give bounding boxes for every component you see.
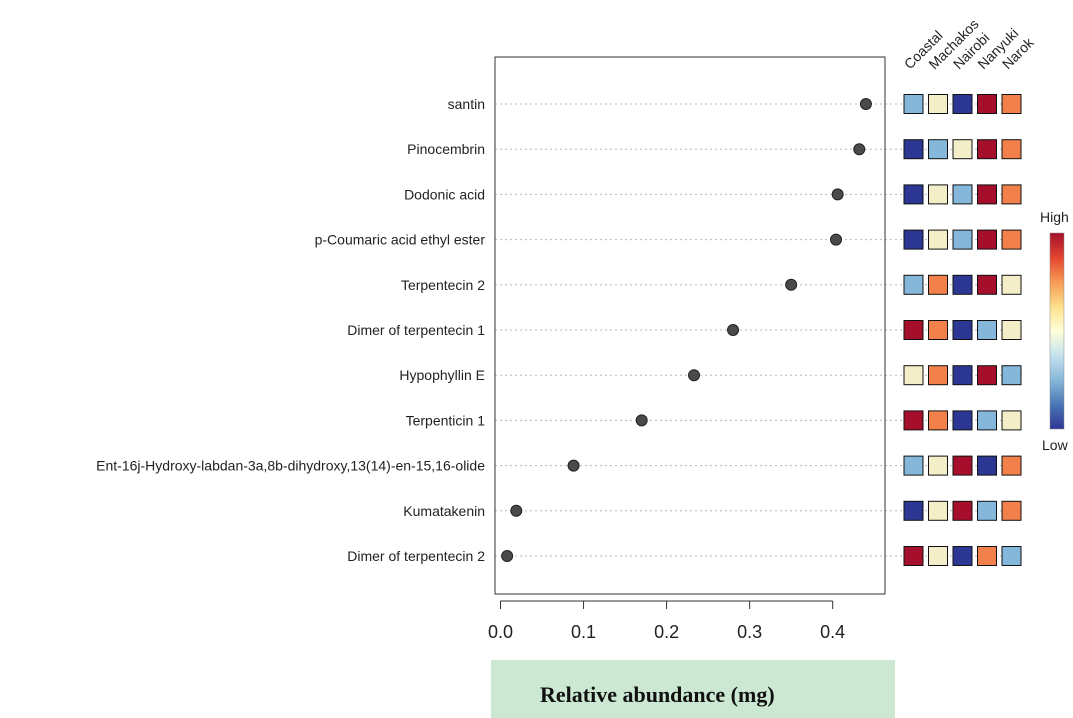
category-label: Kumatakenin [403,503,485,519]
heatmap-cell [952,455,973,476]
heatmap-cell [903,455,924,476]
heatmap-cell [903,410,924,431]
heatmap-cell [928,94,948,114]
heatmap-cell [903,365,924,386]
data-point [635,414,648,427]
color-legend: High Low [1040,209,1069,453]
heatmap-cell [977,184,997,205]
category-label: santin [448,96,485,112]
data-point [727,324,740,336]
heatmap-cell [1001,229,1022,250]
heatmap-cell [977,274,997,295]
category-label: Hypophyllin E [399,367,485,383]
heatmap-cell [1001,320,1022,340]
heatmap-cell [952,94,973,114]
heatmap-cell [952,320,973,340]
category-label: Terpentecin 2 [401,277,485,293]
heatmap-cell [977,365,997,386]
heatmap-cell [977,229,997,250]
heatmap-cell [928,365,948,386]
data-point [853,143,866,156]
heatmap-cell [903,274,924,295]
plot-frame [494,56,886,595]
heatmap-cell [1001,500,1022,521]
heatmap-cell [1001,546,1022,566]
heatmap-cell [928,139,948,160]
heatmap-cell [928,274,948,295]
heatmap-cell [952,410,973,431]
heatmap-cell [952,274,973,295]
x-tick-label: 0.0 [488,622,513,642]
heatmap-cell [928,320,948,340]
category-label: Ent-16j-Hydroxy-labdan-3a,8b-dihydroxy,1… [96,458,485,474]
data-point [830,233,843,246]
data-point [501,550,514,562]
category-labels: santin Pinocembrin Dodonic acid p-Coumaric … [96,96,485,564]
heatmap-cell [952,229,973,250]
heatmap-cell [928,184,948,205]
category-label: Dimer of terpentecin 2 [347,548,485,564]
heatmap-cell [928,500,948,521]
heatmap-cell [1001,184,1022,205]
heatmap-cell [903,500,924,521]
heatmap-cell [928,455,948,476]
x-tick-label: 0.4 [820,622,845,642]
heatmap-cell [952,365,973,386]
x-axis: 0.0 0.1 0.2 0.3 0.4 [488,600,845,642]
x-tick-label: 0.2 [654,622,679,642]
legend-low-label: Low [1042,437,1069,453]
data-point [688,369,701,382]
legend-gradient-bar [1049,232,1065,430]
xlabel-background [491,660,895,718]
heatmap-cell [1001,139,1022,160]
heatmap-cell [928,546,948,566]
heatmap-cell [977,500,997,521]
data-point [567,459,580,472]
heatmap-cell [1001,274,1022,295]
x-tick-label: 0.1 [571,622,596,642]
heatmap-cell [977,139,997,160]
heatmap-cell [903,229,924,250]
heatmap-cell [977,320,997,340]
x-tick-label: 0.3 [737,622,762,642]
heatmap-cell [1001,455,1022,476]
heatmap-cell [928,229,948,250]
category-label: Pinocembrin [407,141,485,157]
heatmap-cell [977,546,997,566]
heatmap-cell [903,320,924,340]
heatmap-cell [952,184,973,205]
heatmap-cell [903,139,924,160]
category-label: Dodonic acid [404,186,485,202]
heatmap-cell [903,184,924,205]
heatmap-cell [1001,365,1022,386]
heatmap-cell [952,546,973,566]
data-point [831,188,844,201]
data-point [859,98,872,110]
heatmap-cell [977,455,997,476]
data-points [501,98,872,562]
data-point [510,504,523,517]
category-label: p-Coumaric acid ethyl ester [315,232,486,248]
heatmap-cell [952,139,973,160]
data-point [785,278,798,291]
heatmap-cell [1001,94,1022,114]
heatmap [903,94,1022,566]
heatmap-cell [903,94,924,114]
heatmap-cell [977,94,997,114]
category-label: Terpenticin 1 [406,412,486,428]
heatmap-cell [928,410,948,431]
x-axis-label: Relative abundance (mg) [540,682,775,707]
heatmap-cell [903,546,924,566]
legend-high-label: High [1040,209,1069,225]
category-label: Dimer of terpentecin 1 [347,322,485,338]
heatmap-cell [1001,410,1022,431]
heatmap-cell [952,500,973,521]
heatmap-cell [977,410,997,431]
